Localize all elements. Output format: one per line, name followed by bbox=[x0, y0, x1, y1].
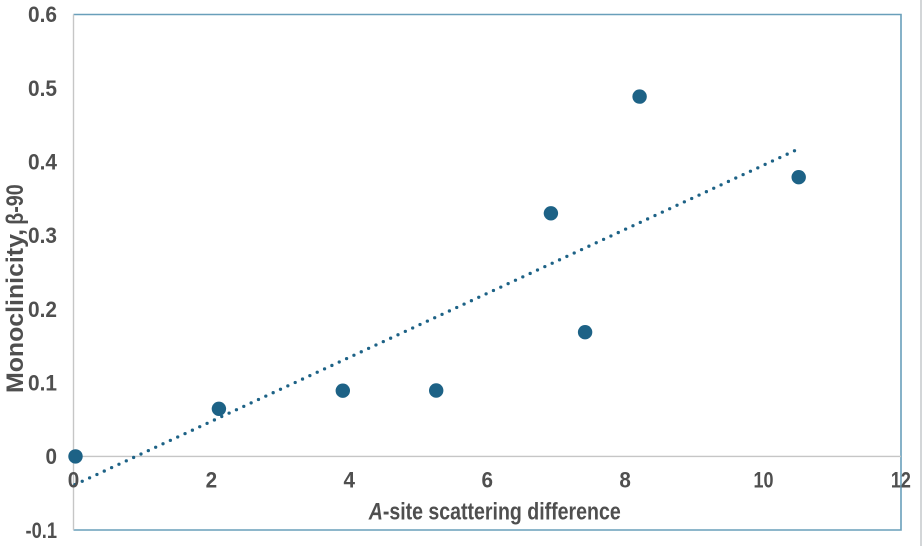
svg-text:2: 2 bbox=[206, 467, 218, 492]
svg-text:0.5: 0.5 bbox=[28, 76, 57, 101]
svg-text:Monoclinicity,: Monoclinicity, bbox=[2, 229, 29, 393]
svg-text:12: 12 bbox=[891, 467, 911, 492]
svg-text:0.2: 0.2 bbox=[28, 297, 57, 322]
svg-text:0.6: 0.6 bbox=[28, 2, 57, 27]
svg-text:10: 10 bbox=[754, 467, 774, 492]
svg-text:6: 6 bbox=[481, 467, 493, 492]
svg-text:-0.1: -0.1 bbox=[26, 518, 58, 543]
svg-text:0: 0 bbox=[68, 467, 80, 492]
svg-text:A-site scattering difference: A-site scattering difference bbox=[368, 499, 621, 526]
svg-text:0.1: 0.1 bbox=[28, 371, 57, 396]
svg-text:0.4: 0.4 bbox=[28, 150, 58, 175]
svg-text:0.3: 0.3 bbox=[28, 223, 57, 248]
svg-text:β-90: β-90 bbox=[2, 184, 29, 225]
svg-text:0: 0 bbox=[46, 444, 58, 469]
svg-text:4: 4 bbox=[344, 467, 356, 492]
svg-text:8: 8 bbox=[619, 467, 631, 492]
